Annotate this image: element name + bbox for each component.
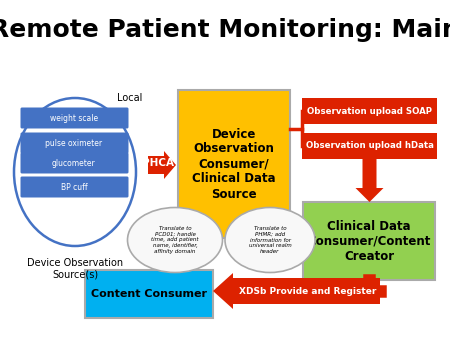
Text: Translate to
PCD01; handle
time, add patient
name, identifier,
affinity domain: Translate to PCD01; handle time, add pat… xyxy=(151,226,199,254)
Text: weight scale: weight scale xyxy=(50,114,98,123)
FancyBboxPatch shape xyxy=(21,107,129,128)
Text: glucometer: glucometer xyxy=(52,159,96,168)
FancyBboxPatch shape xyxy=(21,132,129,153)
Text: Device
Observation
Consumer/
Clinical Data
Source: Device Observation Consumer/ Clinical Da… xyxy=(192,127,276,200)
Text: PHCA: PHCA xyxy=(142,158,174,168)
Text: pulse oximeter: pulse oximeter xyxy=(45,139,103,148)
FancyArrow shape xyxy=(356,159,383,202)
FancyBboxPatch shape xyxy=(85,270,213,318)
FancyBboxPatch shape xyxy=(302,133,437,159)
Text: XDSb Provide and Register: XDSb Provide and Register xyxy=(239,287,376,295)
FancyBboxPatch shape xyxy=(302,98,437,124)
FancyBboxPatch shape xyxy=(303,202,435,280)
Text: Device Observation
Source(s): Device Observation Source(s) xyxy=(27,258,123,280)
Ellipse shape xyxy=(225,208,315,272)
FancyArrow shape xyxy=(213,273,380,309)
Text: Content Consumer: Content Consumer xyxy=(91,289,207,299)
Text: Clinical Data
Consumer/Content
Creator: Clinical Data Consumer/Content Creator xyxy=(307,219,431,263)
Text: Remote Patient Monitoring: Main: Remote Patient Monitoring: Main xyxy=(0,18,450,42)
FancyBboxPatch shape xyxy=(21,176,129,197)
FancyBboxPatch shape xyxy=(21,152,129,173)
Ellipse shape xyxy=(127,208,222,272)
Text: BP cuff: BP cuff xyxy=(61,183,87,192)
FancyBboxPatch shape xyxy=(178,90,290,238)
Text: Local: Local xyxy=(117,93,143,103)
Text: Observation upload SOAP: Observation upload SOAP xyxy=(307,106,432,116)
Text: Observation upload hData: Observation upload hData xyxy=(306,142,433,150)
Text: Translate to
PHMR; add
information for
universal realm
header: Translate to PHMR; add information for u… xyxy=(248,226,292,254)
FancyArrow shape xyxy=(148,151,176,179)
